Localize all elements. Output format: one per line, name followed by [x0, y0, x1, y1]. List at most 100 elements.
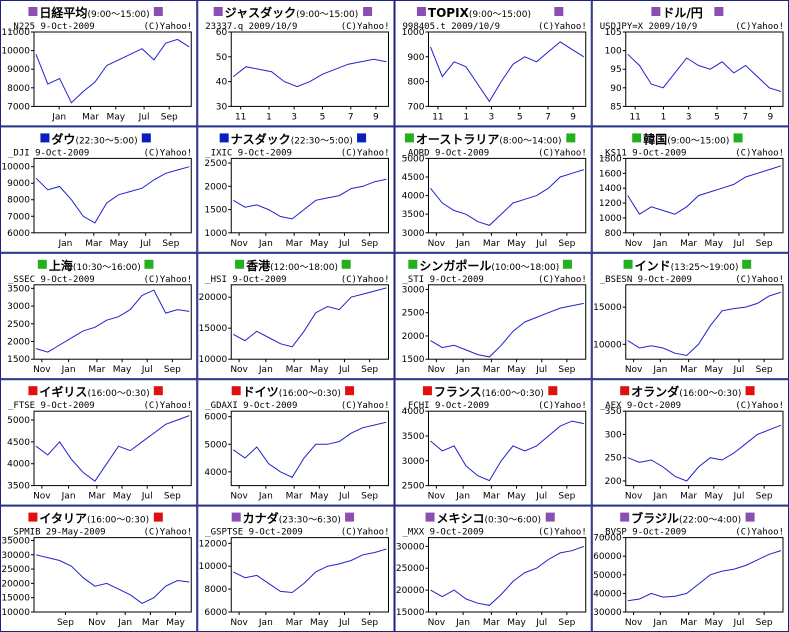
- chart-title[interactable]: TOPIX(9:00～15:00): [428, 6, 531, 20]
- y-tick-label: 25000: [1, 565, 30, 575]
- chart-trading-hours: (9:00～15:00): [667, 136, 729, 146]
- chart-title[interactable]: 韓国(9:00～15:00): [643, 131, 729, 146]
- chart-title[interactable]: 香港(12:00～18:00): [245, 258, 338, 273]
- chart-title[interactable]: シンガポール(10:00～18:00): [419, 258, 559, 273]
- index-marker-icon: [153, 386, 163, 396]
- x-tick-label: May: [507, 365, 526, 375]
- y-tick-label: 11000: [1, 28, 30, 38]
- chart-symbol-date: _DJI 9-Oct-2009: [8, 148, 89, 158]
- y-tick-label: 15000: [199, 324, 228, 334]
- x-tick-label: Jan: [652, 618, 667, 628]
- chart-cell[interactable]: イタリア(16:00～0:30) _SPMIB 29-May-2009 (C)Yah…: [0, 505, 198, 632]
- y-tick-label: 15000: [396, 608, 425, 618]
- chart-trading-hours: (10:30～16:00): [73, 263, 141, 273]
- x-tick-label: Jul: [338, 239, 350, 249]
- chart-title[interactable]: オランダ(16:00～0:30): [631, 384, 741, 399]
- y-tick-label: 1500: [402, 355, 425, 365]
- chart-title-name: メキシコ: [437, 512, 485, 526]
- x-tick-label: Jul: [733, 365, 745, 375]
- chart-cell[interactable]: TOPIX(9:00～15:00) 998405.t 2009/10/9 (C)Ya…: [394, 0, 592, 127]
- plot-area: [33, 284, 192, 360]
- x-tick-label: Nov: [33, 492, 51, 502]
- chart-cell[interactable]: 上海(10:30～16:00) _SSEC 9-Oct-2009 (C)Yahoo!…: [0, 252, 198, 380]
- chart-cell[interactable]: ナスダック(22:30～5:00) _IXIC 9-Oct-2009 (C)Yaho…: [197, 126, 395, 253]
- index-marker-icon: [745, 386, 755, 396]
- chart-cell[interactable]: イギリス(16:00～0:30) _FTSE 9-Oct-2009 (C)Yahoo…: [0, 379, 198, 506]
- chart-symbol-date: _FTSE 9-Oct-2009: [8, 401, 95, 411]
- index-marker-icon: [554, 7, 564, 16]
- chart-cell[interactable]: カナダ(23:30～6:30) _GSPTSE 9-Oct-2009 (C)Yaho…: [197, 505, 395, 632]
- series-line: [35, 415, 190, 482]
- chart-cell[interactable]: シンガポール(10:00～18:00) _STI 9-Oct-2009 (C)Yah…: [394, 252, 592, 380]
- chart-title[interactable]: 上海(10:30～16:00): [49, 258, 141, 273]
- chart-copyright: (C)Yahoo!: [341, 275, 390, 285]
- series-line: [35, 38, 190, 104]
- x-tick-label: May: [310, 365, 329, 375]
- series-line: [627, 424, 782, 482]
- chart-symbol-date: _MXX 9-Oct-2009: [403, 528, 484, 538]
- chart-cell[interactable]: インド(13:25～19:00) _BSESN 9-Oct-2009 (C)Yaho…: [591, 252, 789, 380]
- x-tick-label: Mar: [142, 618, 159, 628]
- y-tick-label: 2500: [402, 482, 425, 492]
- chart-cell[interactable]: ドイツ(16:00～0:30) _GDAXI 9-Oct-2009 (C)Yahoo…: [197, 379, 395, 506]
- series-line: [233, 548, 387, 594]
- chart-cell[interactable]: オーストラリア(8:00～14:00) _AORD 9-Oct-2009 (C)Ya…: [394, 126, 592, 253]
- chart-symbol-date: _SPMIB 29-May-2009: [8, 528, 106, 538]
- chart-trading-hours: (22:30～5:00): [75, 136, 137, 146]
- chart-title[interactable]: インド(13:25～19:00): [635, 259, 739, 273]
- y-tick-label: 3000: [402, 285, 425, 295]
- chart-trading-hours: (16:00～0:30): [482, 389, 544, 399]
- chart-title[interactable]: イギリス(16:00～0:30): [39, 384, 149, 399]
- chart-cell[interactable]: フランス(16:00～0:30) _FCHI 9-Oct-2009 (C)Yahoo…: [394, 379, 592, 506]
- index-marker-icon: [404, 133, 414, 143]
- y-tick-label: 4000: [402, 192, 425, 202]
- chart-title[interactable]: イタリア(16:00～0:30): [39, 512, 149, 526]
- x-tick-label: Sep: [361, 618, 378, 628]
- chart-cell[interactable]: 韓国(9:00～15:00) _KS11 9-Oct-2009 (C)Yahoo! 1…: [591, 126, 789, 253]
- chart-title-name: ダウ: [51, 131, 75, 146]
- chart-trading-hours: (12:00～18:00): [270, 263, 338, 273]
- chart-title[interactable]: ドル/円: [662, 6, 702, 20]
- chart-title[interactable]: ジャスダック(9:00～15:00): [225, 5, 359, 20]
- x-tick-label: Sep: [162, 239, 179, 249]
- x-tick-label: Sep: [558, 365, 575, 375]
- chart-cell[interactable]: 日経平均(9:00～15:00) _N225 9-Oct-2009 (C)Yahoo…: [0, 0, 198, 127]
- chart-title[interactable]: ダウ(22:30～5:00): [51, 131, 137, 146]
- chart-title[interactable]: ブラジル(22:00～4:00): [631, 511, 741, 526]
- chart-cell[interactable]: ダウ(22:30～5:00) _DJI 9-Oct-2009 (C)Yahoo! 10…: [0, 126, 198, 253]
- chart-title-name: インド: [635, 259, 671, 273]
- chart-title[interactable]: カナダ(23:30～6:30): [243, 511, 341, 526]
- chart-trading-hours: (22:30～5:00): [291, 136, 353, 146]
- chart-cell[interactable]: メキシコ(0:30～6:00)_MXX 9-Oct-2009 (C)Yahoo!3…: [394, 505, 592, 632]
- chart-title[interactable]: ドイツ(16:00～0:30): [243, 385, 341, 399]
- chart-copyright: (C)Yahoo!: [143, 528, 192, 538]
- x-tick-label: Mar: [286, 492, 303, 502]
- chart-symbol-date: _AORD 9-Oct-2009: [403, 148, 490, 158]
- chart-title[interactable]: ナスダック(22:30～5:00): [231, 131, 353, 146]
- index-marker-icon: [219, 133, 229, 143]
- y-tick-label: 2000: [402, 332, 425, 342]
- chart-title[interactable]: 日経平均(9:00～15:00): [39, 5, 149, 20]
- chart-cell[interactable]: ブラジル(22:00～4:00) _BVSP 9-Oct-2009 (C)Yahoo…: [591, 505, 789, 632]
- y-tick-label: 800: [605, 229, 622, 239]
- index-marker-icon: [28, 386, 38, 396]
- x-tick-label: May: [310, 492, 329, 502]
- y-tick-label: 50: [216, 53, 228, 63]
- chart-cell[interactable]: 香港(12:00～18:00) _HSI 9-Oct-2009 (C)Yahoo! 2…: [197, 252, 395, 380]
- x-tick-label: May: [705, 365, 724, 375]
- series-line: [430, 302, 584, 358]
- chart-title[interactable]: メキシコ(0:30～6:00): [437, 512, 541, 526]
- chart-copyright: (C)Yahoo!: [735, 275, 784, 285]
- x-tick-label: Sep: [558, 239, 575, 249]
- chart-title[interactable]: オーストラリア(8:00～14:00): [416, 132, 562, 146]
- y-tick-label: 700: [407, 102, 424, 112]
- x-tick-label: Jul: [535, 365, 547, 375]
- chart-title[interactable]: フランス(16:00～0:30): [434, 385, 544, 399]
- chart-cell[interactable]: ジャスダック(9:00～15:00) 23337.q 2009/10/9 (C)Ya…: [197, 0, 395, 127]
- x-tick-label: Jul: [338, 618, 350, 628]
- y-tick-label: 6000: [204, 413, 227, 423]
- chart-cell[interactable]: オランダ(16:00～0:30) _AEX 9-Oct-2009 (C)Yahoo!…: [591, 379, 789, 506]
- x-tick-label: Jan: [455, 365, 470, 375]
- x-tick-label: May: [507, 492, 526, 502]
